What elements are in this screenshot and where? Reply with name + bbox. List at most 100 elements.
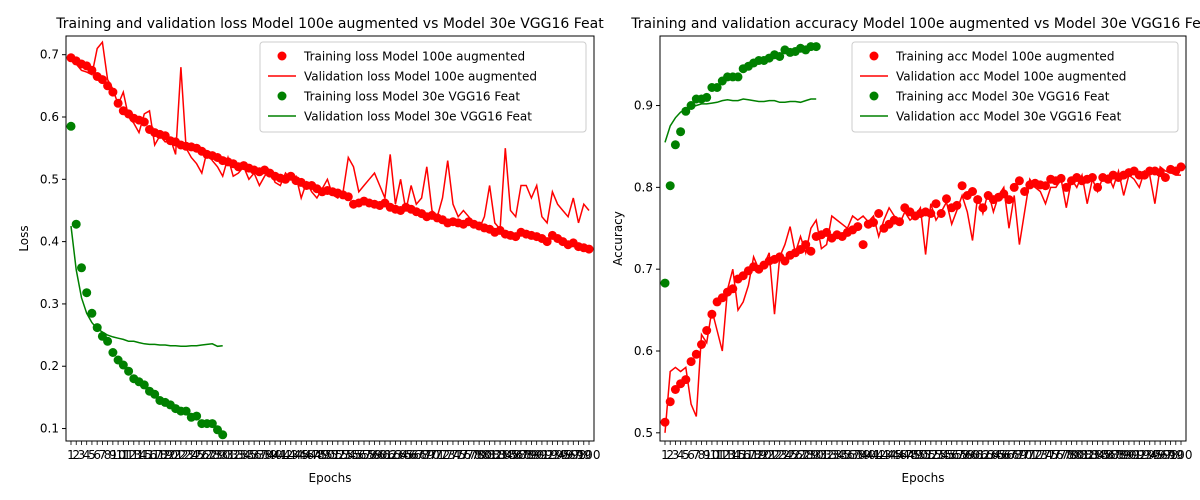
acc-xtick-label: 66	[996, 448, 1011, 462]
loss-xtick-label: 89	[524, 448, 539, 462]
acc-xtick-label: 15	[730, 448, 745, 462]
loss-xtick-label: 35	[241, 448, 256, 462]
acc-ylabel: Accuracy	[611, 211, 625, 266]
acc-xtick-label: 19	[751, 448, 766, 462]
loss-xtick-label: 38	[257, 448, 272, 462]
acc-series-1-point	[806, 246, 816, 256]
acc-series-1-point	[1009, 182, 1019, 192]
acc-series-1-point	[853, 222, 863, 232]
acc-series-1-point	[942, 194, 951, 204]
loss-xtick-label: 86	[508, 448, 523, 462]
loss-xtick-label: 94	[550, 448, 565, 462]
loss-xtick-label: 78	[466, 448, 481, 462]
acc-series-1-point	[686, 357, 696, 367]
acc-xtick-label: 67	[1001, 448, 1016, 462]
loss-series-4-line	[70, 225, 223, 348]
acc-xtick-label: 90	[1121, 448, 1136, 462]
acc-series-1-point	[717, 293, 727, 303]
loss-xtick-label: 56	[351, 448, 366, 462]
acc-xtick-label: 31	[814, 448, 829, 462]
acc-series-1-point	[1004, 195, 1014, 205]
loss-series-3-point	[77, 263, 86, 273]
acc-xtick-label: 51	[918, 448, 933, 462]
acc-series-1-point	[1014, 176, 1024, 186]
loss-xtick-label: 7	[99, 448, 107, 462]
loss-xtick-label: 85	[503, 448, 518, 462]
loss-series-1-point	[97, 75, 107, 85]
loss-xtick-label: 29	[210, 448, 225, 462]
acc-xtick-label: 12	[715, 448, 730, 462]
loss-xtick-label: 6	[93, 448, 101, 462]
acc-xtick-label: 5	[682, 448, 690, 462]
acc-xtick-label: 78	[1059, 448, 1074, 462]
loss-series-3-point	[71, 219, 81, 229]
loss-legend-box	[259, 41, 587, 133]
loss-series-3-point	[87, 308, 97, 318]
acc-ytick-label: 0.6	[634, 344, 653, 358]
acc-xtick-label: 62	[975, 448, 990, 462]
acc-series-3-point	[775, 52, 785, 61]
loss-xtick-label: 27	[199, 448, 214, 462]
loss-xtick-label: 84	[498, 448, 513, 462]
loss-chart: Training and validation loss Model 100e …	[17, 16, 604, 485]
acc-xtick-label: 54	[934, 448, 949, 462]
acc-xtick-label: 9	[703, 448, 711, 462]
loss-xtick-label: 46	[299, 448, 314, 462]
acc-xtick-label: 63	[981, 448, 996, 462]
loss-xtick-label: 81	[482, 448, 497, 462]
acc-xtick-label: 52	[923, 448, 938, 462]
acc-xtick-label: 6	[687, 448, 695, 462]
acc-legend-label: Training acc Model 30e VGG16 Feat	[895, 90, 1110, 104]
loss-xtick-label: 4	[83, 448, 91, 462]
loss-xtick-label: 74	[445, 448, 460, 462]
acc-xtick-label: 2	[666, 448, 674, 462]
loss-ytick-label: 0.6	[40, 110, 59, 124]
loss-xtick-label: 98	[571, 448, 586, 462]
loss-xtick-label: 65	[398, 448, 413, 462]
loss-xtick-label: 69	[419, 448, 434, 462]
loss-xlabel: Epochs	[309, 471, 352, 485]
loss-xtick-label: 36	[246, 448, 261, 462]
loss-chart-title: Training and validation loss Model 100e …	[55, 16, 604, 32]
loss-xtick-label: 80	[477, 448, 492, 462]
loss-xtick-label: 91	[534, 448, 549, 462]
loss-xtick-label: 8	[104, 448, 112, 462]
acc-ytick-label: 0.7	[634, 262, 653, 276]
loss-ytick-label: 0.7	[40, 48, 59, 62]
acc-xtick-label: 49	[908, 448, 923, 462]
acc-xtick-label: 96	[1153, 448, 1168, 462]
acc-xtick-label: 94	[1142, 448, 1157, 462]
loss-ytick-label: 0.1	[40, 422, 59, 436]
loss-xtick-label: 73	[440, 448, 455, 462]
acc-xtick-label: 22	[767, 448, 782, 462]
loss-xtick-label: 62	[383, 448, 398, 462]
loss-ytick-label: 0.5	[40, 172, 59, 186]
acc-legend-swatch-dot	[869, 51, 879, 61]
loss-legend-label: Validation loss Model 100e augmented	[304, 70, 537, 84]
loss-series-1-point	[343, 192, 353, 202]
acc-series-1-point	[1176, 162, 1186, 172]
loss-xtick-label: 72	[435, 448, 450, 462]
acc-ytick-label: 0.8	[634, 180, 653, 194]
acc-xtick-label: 35	[835, 448, 850, 462]
acc-xtick-label: 46	[892, 448, 907, 462]
loss-xtick-label: 68	[414, 448, 429, 462]
acc-xtick-label: 73	[1033, 448, 1048, 462]
acc-xtick-label: 50	[913, 448, 928, 462]
loss-xtick-label: 11	[116, 448, 131, 462]
acc-xtick-label: 69	[1012, 448, 1027, 462]
loss-series-3-point	[150, 389, 160, 399]
loss-axes-frame	[65, 35, 595, 442]
loss-xtick-label: 13	[126, 448, 141, 462]
acc-series-4	[664, 98, 817, 143]
acc-xtick-label: 71	[1022, 448, 1037, 462]
acc-xlabel: Epochs	[902, 471, 945, 485]
loss-series-3-point	[124, 366, 134, 376]
acc-series-3-point	[670, 140, 680, 150]
loss-xtick-label: 93	[545, 448, 560, 462]
acc-xtick-label: 53	[928, 448, 943, 462]
acc-xtick-label: 45	[887, 448, 902, 462]
loss-xtick-label: 5	[88, 448, 96, 462]
acc-xtick-label: 76	[1048, 448, 1063, 462]
loss-xtick-label: 44	[288, 448, 303, 462]
